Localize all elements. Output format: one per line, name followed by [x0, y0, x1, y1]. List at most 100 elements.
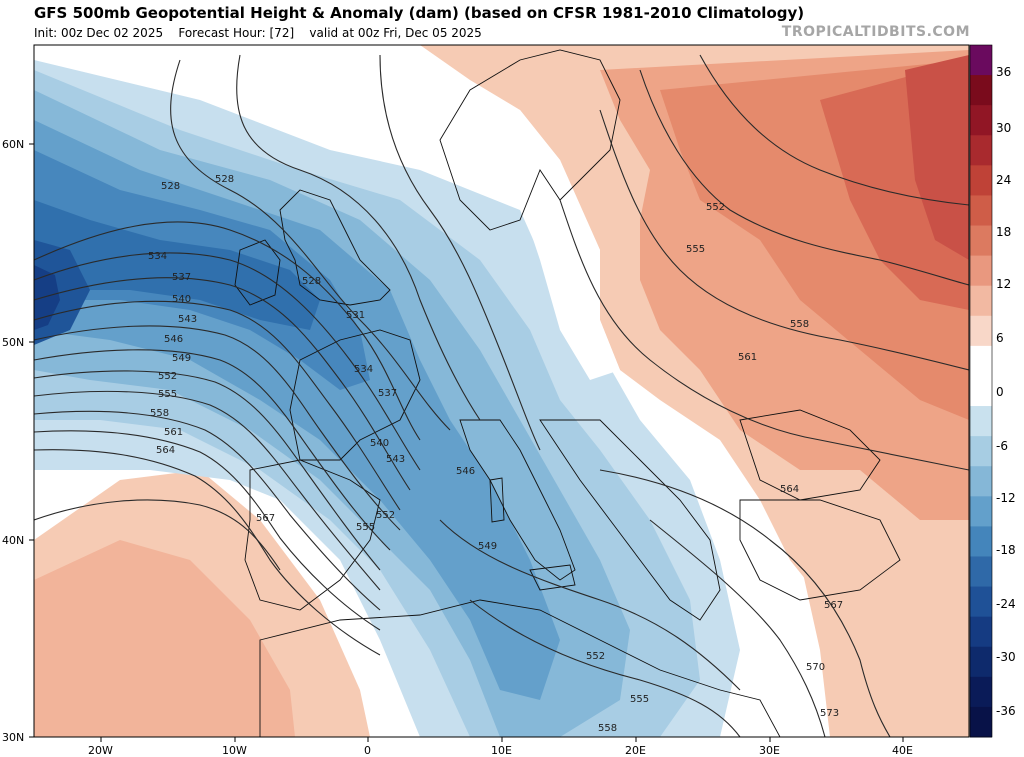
- lat-label-30n: 30N: [2, 731, 24, 744]
- coast-africa: [259, 599, 781, 737]
- contour-labels: 528 528 528 531 534 534 537 537 540 540 …: [148, 174, 843, 734]
- colorbar-segment: [970, 436, 992, 467]
- coast-ireland: [234, 239, 281, 306]
- colorbar-tick-label: 24: [996, 173, 1011, 187]
- contour-label: 549: [172, 353, 191, 364]
- latitude-axis: 60N 50N 40N 30N: [2, 138, 34, 744]
- colorbar-tick-label: 6: [996, 331, 1004, 345]
- contour-label: 528: [302, 276, 321, 287]
- contour-label: 549: [478, 541, 497, 552]
- coast-sicily: [529, 564, 576, 591]
- contour-label: 537: [172, 272, 191, 283]
- negative-anomaly-trough-6: [34, 200, 320, 330]
- colorbar-segment: [970, 45, 992, 76]
- colorbar-segment: [970, 195, 992, 227]
- colorbar-segment: [970, 285, 992, 317]
- contour-label: 543: [386, 454, 405, 465]
- colorbar-tick-label: -24: [996, 597, 1016, 611]
- coast-balkans: [539, 419, 721, 621]
- anomaly-field: [34, 45, 969, 737]
- lon-label-40e: 40E: [892, 744, 913, 757]
- valid-time: valid at 00z Fri, Dec 05 2025: [309, 26, 482, 40]
- colorbar-segment: [970, 616, 992, 648]
- coast-france-west: [289, 329, 421, 461]
- contour-label: 543: [178, 314, 197, 325]
- contour-label: 540: [370, 438, 389, 449]
- neutral-band: [440, 80, 620, 380]
- coast-sardinia: [489, 477, 505, 523]
- contour-label: 537: [378, 388, 397, 399]
- colorbar-segment: [970, 105, 992, 136]
- colorbar-segment: [970, 646, 992, 678]
- contour-label: 561: [164, 427, 183, 438]
- init-time: Init: 00z Dec 02 2025: [34, 26, 164, 40]
- contour-label: 564: [156, 445, 175, 456]
- positive-anomaly-east-5: [905, 55, 969, 260]
- contour-label: 552: [158, 371, 177, 382]
- coast-iberia: [244, 459, 381, 611]
- contour-label: 567: [256, 513, 275, 524]
- colorbar-tick-label: 0: [996, 385, 1004, 399]
- lon-label-10w: 10W: [222, 744, 247, 757]
- colorbar-segment: [970, 165, 992, 196]
- forecast-hour: Forecast Hour: [72]: [178, 26, 295, 40]
- lon-label-30e: 30E: [759, 744, 780, 757]
- contour-label: 552: [706, 202, 725, 213]
- contour-label: 555: [686, 244, 705, 255]
- contour-label: 555: [356, 522, 375, 533]
- contour-label: 546: [456, 466, 475, 477]
- contour-label: 561: [738, 352, 757, 363]
- coastlines: [234, 49, 901, 737]
- contour-label: 564: [780, 484, 799, 495]
- contour-label: 531: [346, 310, 365, 321]
- lon-label-20w: 20W: [88, 744, 113, 757]
- coast-turkey: [739, 499, 901, 601]
- colorbar-segment: [970, 375, 992, 407]
- longitude-axis: 20W 10W 0 10E 20E 30E 40E: [88, 737, 913, 757]
- colorbar-tick-label: 12: [996, 277, 1011, 291]
- lon-label-10e: 10E: [491, 744, 512, 757]
- contour-label: 567: [824, 600, 843, 611]
- lon-label-20e: 20E: [625, 744, 646, 757]
- colorbar-segment: [970, 676, 992, 708]
- contour-label: 558: [150, 408, 169, 419]
- colorbar-tick-label: 36: [996, 65, 1011, 79]
- watermark: TROPICALTIDBITS.COM: [781, 24, 970, 40]
- contour-label: 528: [161, 181, 180, 192]
- colorbar-segment: [970, 255, 992, 287]
- height-contours: [34, 54, 969, 737]
- contour-label: 558: [598, 723, 617, 734]
- contour-label: 552: [376, 510, 395, 521]
- contour-label: 558: [790, 319, 809, 330]
- positive-anomaly-southeast: [800, 520, 969, 737]
- lat-label-60n: 60N: [2, 138, 24, 151]
- contour-label: 534: [354, 364, 373, 375]
- colorbar-segment: [970, 345, 992, 377]
- colorbar-tick-label: -30: [996, 650, 1016, 664]
- contour-label: 555: [158, 389, 177, 400]
- contour-label: 555: [630, 694, 649, 705]
- colorbar-segment: [970, 586, 992, 618]
- colorbar-segment: [970, 225, 992, 257]
- colorbar-segment: [970, 406, 992, 437]
- contour-label: 573: [820, 708, 839, 719]
- lat-label-40n: 40N: [2, 534, 24, 547]
- colorbar-frame: [969, 44, 993, 738]
- contour-label: 540: [172, 294, 191, 305]
- coast-scandinavia: [439, 49, 621, 231]
- colorbar-segment: [970, 556, 992, 588]
- colorbar-tick-label: -36: [996, 704, 1016, 718]
- coast-black-sea: [739, 409, 881, 501]
- positive-anomaly-southwest-2: [34, 540, 295, 737]
- colorbar-tick-label: -6: [996, 439, 1008, 453]
- colorbar-tick-label: 30: [996, 121, 1011, 135]
- map-title: GFS 500mb Geopotential Height & Anomaly …: [34, 4, 805, 22]
- lon-label-0: 0: [364, 744, 371, 757]
- contour-label: 546: [164, 334, 183, 345]
- anomaly-colorbar: 36 30 24 18 12 6 0 -6 -12 -18 -24 -30 -36: [969, 44, 1016, 738]
- colorbar-tick-label: 18: [996, 225, 1011, 239]
- colorbar-segment: [970, 135, 992, 166]
- colorbar-tick-label: -18: [996, 543, 1016, 557]
- colorbar-segment: [970, 75, 992, 106]
